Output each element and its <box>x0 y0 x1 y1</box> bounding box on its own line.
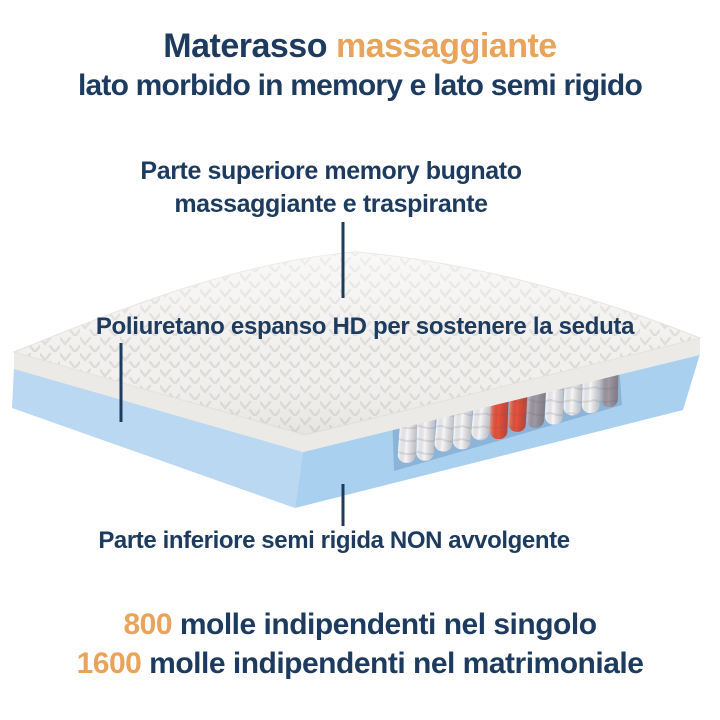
annotation-top-line2: massaggiante e traspirante <box>174 190 488 218</box>
stat-singolo: 800 molle indipendenti nel singolo <box>0 605 720 644</box>
stat-matrimoniale: 1600 molle indipendenti nel matrimoniale <box>0 644 720 683</box>
page-subtitle: lato morbido in memory e lato semi rigid… <box>78 69 643 102</box>
annotation-top: Parte superiore memory bugnato massaggia… <box>0 155 662 221</box>
title-space <box>327 27 336 65</box>
annotation-bottom: Parte inferiore semi rigida NON avvolgen… <box>98 527 570 554</box>
title-part2: massaggiante <box>335 27 557 65</box>
foam-side-band <box>14 338 700 452</box>
spring-count-stats: 800 molle indipendenti nel singolo 1600 … <box>0 605 720 683</box>
annotation-top-line1: Parte superiore memory bugnato <box>140 157 522 185</box>
leader-lines <box>119 222 345 526</box>
stat-matrimoniale-value: 1600 <box>76 647 142 680</box>
base-left-face <box>12 368 303 508</box>
foam-sheen <box>14 252 700 435</box>
foam-layer <box>12 251 702 452</box>
title-part1: Materasso <box>163 27 327 65</box>
stat-matrimoniale-text: molle indipendenti nel matrimoniale <box>141 647 644 680</box>
page-title: Materasso massaggiante <box>0 27 720 66</box>
annotation-middle: Poliuretano espanso HD per sostenere la … <box>95 313 635 340</box>
stat-singolo-text: molle indipendenti nel singolo <box>172 608 597 641</box>
stat-singolo-value: 800 <box>123 608 173 641</box>
